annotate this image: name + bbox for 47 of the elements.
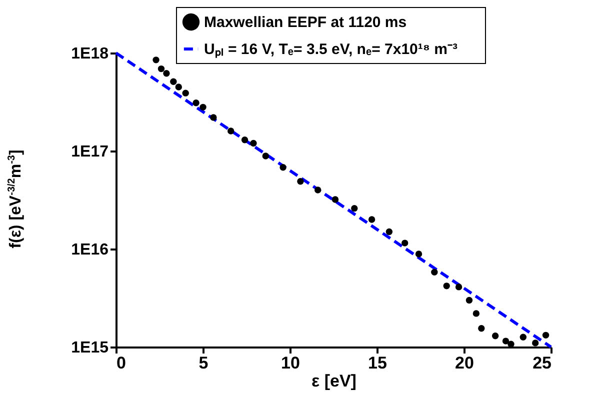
point	[182, 90, 189, 96]
point	[431, 268, 438, 276]
point	[386, 228, 393, 236]
point	[227, 128, 234, 134]
point	[466, 296, 473, 304]
point	[542, 332, 550, 339]
point	[492, 332, 499, 340]
point	[175, 84, 182, 90]
point	[455, 284, 462, 290]
y-tick-label: 1E16	[71, 242, 109, 258]
x-tick-label: 0	[116, 354, 126, 372]
x-tick-label: 15	[368, 354, 387, 372]
point	[443, 282, 450, 290]
point	[351, 204, 358, 212]
legend-label: Uₚₗ = 16 V, Tₑ= 3.5 eV, nₑ= 7x10¹⁸ m⁻³	[204, 41, 458, 58]
point	[241, 136, 248, 144]
point	[250, 140, 257, 147]
x-axis-title: ε [eV]	[312, 372, 356, 390]
y-tick-label: 1E17	[71, 144, 109, 160]
x-tick-label: 10	[281, 354, 300, 372]
point	[170, 78, 177, 86]
x-tick-label: 5	[198, 354, 208, 372]
point	[210, 114, 217, 121]
point	[314, 186, 322, 194]
point	[502, 338, 510, 344]
point	[200, 104, 206, 111]
x-tick-label: 20	[455, 354, 474, 372]
point	[262, 152, 269, 160]
point	[152, 56, 160, 64]
y-tick-label: 1E18	[71, 46, 109, 62]
point	[368, 216, 376, 223]
point	[297, 178, 304, 185]
x-tick-label: 25	[532, 354, 552, 372]
point	[508, 340, 514, 348]
point	[163, 70, 170, 77]
point	[532, 340, 539, 346]
point	[520, 334, 527, 341]
point	[192, 100, 200, 106]
legend-label: Maxwellian EEPF at 1120 ms	[204, 14, 407, 31]
point	[280, 164, 286, 171]
point	[332, 196, 339, 203]
point	[158, 65, 165, 72]
point	[401, 240, 408, 246]
point	[478, 325, 485, 332]
point	[415, 250, 422, 258]
point	[472, 310, 480, 317]
y-tick-label: 1E15	[71, 340, 109, 356]
